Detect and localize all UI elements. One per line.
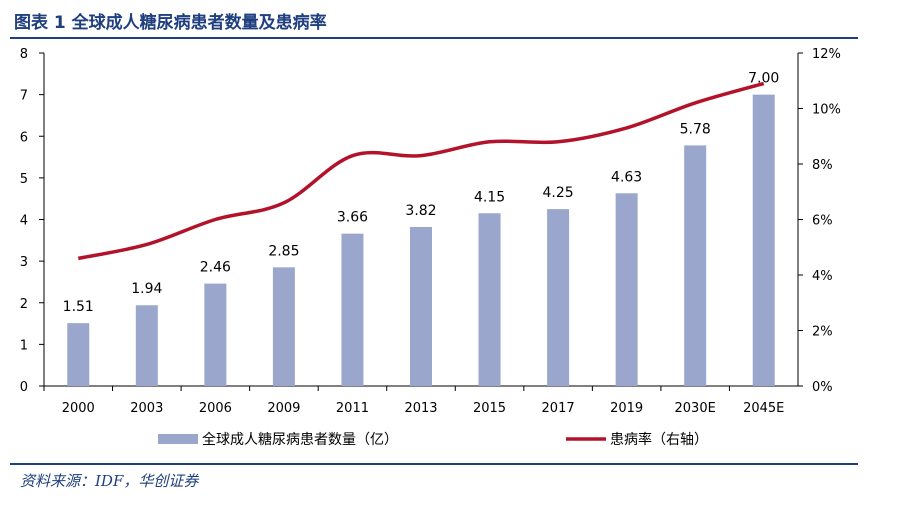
bar xyxy=(272,267,295,386)
left-tick-label: 8 xyxy=(20,47,28,62)
title-divider xyxy=(10,37,858,39)
bar-value-label: 4.63 xyxy=(611,169,642,185)
bar xyxy=(478,213,501,386)
bar-value-label: 4.25 xyxy=(543,185,574,201)
legend-bar-label: 全球成人糖尿病患者数量（亿） xyxy=(202,431,398,448)
bar xyxy=(547,209,570,386)
bar-value-label: 1.94 xyxy=(131,281,162,297)
x-tick-labels: 2000 2003 2006 2009 2011 2013 2015 2017 2019 2030… xyxy=(43,386,784,416)
chart-area: 0 1 2 3 4 5 6 7 8 0% 2% 4% 6% 8% 10% 12% 1.51 1.94 2.46 2… xyxy=(20,47,841,448)
bar-value-label: 5.78 xyxy=(680,121,711,137)
left-tick-label: 6 xyxy=(20,130,28,145)
x-tick-label: 2019 xyxy=(610,401,643,416)
bar xyxy=(67,323,90,386)
footer-divider xyxy=(10,463,858,465)
bar-value-label: 4.15 xyxy=(474,189,505,205)
source-note: 资料来源：IDF，华创证券 xyxy=(20,472,199,490)
legend: 全球成人糖尿病患者数量（亿） 患病率（右轴） xyxy=(158,431,708,448)
bar xyxy=(752,94,775,386)
right-tick-label: 8% xyxy=(812,158,833,173)
bar xyxy=(684,145,707,386)
bar-value-label: 3.82 xyxy=(405,203,436,219)
right-tick-labels: 0% 2% 4% 6% 8% 10% 12% xyxy=(798,47,841,395)
chart-title: 图表 1 全球成人糖尿病患者数量及患病率 xyxy=(14,13,327,33)
bar-series xyxy=(67,94,775,386)
left-tick-label: 1 xyxy=(20,338,28,353)
bar-value-label: 3.66 xyxy=(337,210,368,226)
right-tick-label: 12% xyxy=(812,47,841,62)
left-tick-labels: 0 1 2 3 4 5 6 7 8 xyxy=(20,47,44,395)
x-tick-label: 2006 xyxy=(199,401,232,416)
right-tick-label: 0% xyxy=(812,380,833,395)
x-tick-label: 2011 xyxy=(336,401,369,416)
bar-value-label: 7.00 xyxy=(748,71,779,87)
bar-value-label: 2.46 xyxy=(200,260,231,276)
x-tick-label: 2013 xyxy=(404,401,437,416)
bar xyxy=(135,305,158,386)
left-tick-label: 2 xyxy=(20,297,28,312)
left-tick-label: 5 xyxy=(20,172,28,187)
bar xyxy=(341,233,364,386)
bar xyxy=(410,226,432,386)
left-tick-label: 4 xyxy=(20,214,28,229)
bar xyxy=(615,193,638,386)
x-tick-label: 2003 xyxy=(130,401,163,416)
left-tick-label: 0 xyxy=(20,380,28,395)
x-tick-label: 2045E xyxy=(743,401,784,416)
x-tick-label: 2030E xyxy=(675,401,716,416)
x-tick-label: 2009 xyxy=(267,401,300,416)
right-tick-label: 4% xyxy=(812,269,833,284)
left-tick-label: 7 xyxy=(20,89,28,104)
bar-data-labels: 1.51 1.94 2.46 2.85 3.66 3.82 4.15 4.25 4.63 5.78… xyxy=(63,71,780,316)
x-tick-label: 2000 xyxy=(62,401,95,416)
prevalence-line xyxy=(77,81,765,261)
x-tick-label: 2015 xyxy=(473,401,506,416)
bar-value-label: 1.51 xyxy=(63,299,94,315)
legend-bar-swatch xyxy=(158,434,198,444)
right-tick-label: 2% xyxy=(812,325,833,340)
bar xyxy=(204,283,227,386)
right-tick-label: 6% xyxy=(812,214,833,229)
legend-line-label: 患病率（右轴） xyxy=(610,431,708,448)
right-tick-label: 10% xyxy=(812,103,841,118)
left-tick-label: 3 xyxy=(20,255,28,270)
bar-value-label: 2.85 xyxy=(268,243,299,259)
x-tick-label: 2017 xyxy=(542,401,575,416)
